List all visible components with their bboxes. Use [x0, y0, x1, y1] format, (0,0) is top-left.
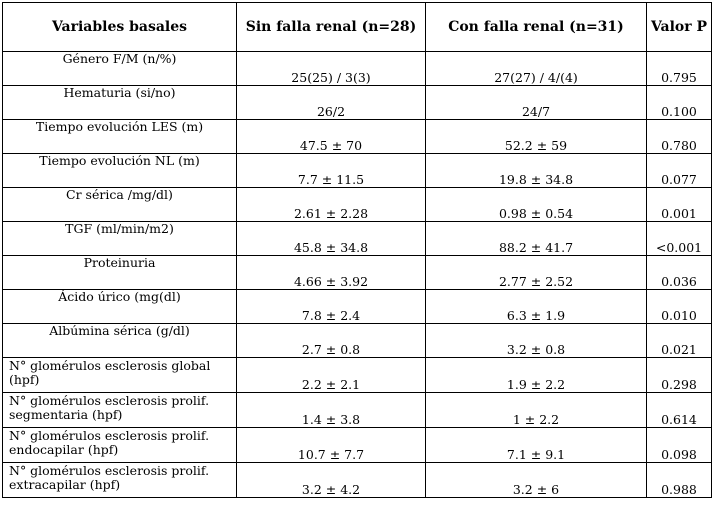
- table-row: Género F/M (n/%) 25(25) / 3(3) 27(27) / …: [2, 51, 712, 86]
- variable-name-cell: Hematuria (si/no): [2, 85, 237, 120]
- without-renal-failure-cell: 47.5 ± 70: [236, 119, 426, 154]
- column-header: Sin falla renal (n=28): [236, 2, 426, 52]
- column-header: Con falla renal (n=31): [425, 2, 647, 52]
- p-value-cell: 0.100: [646, 85, 712, 120]
- table-row: N° glomérulos esclerosis prolif. extraca…: [2, 462, 712, 498]
- table-row: Albúmina sérica (g/dl) 2.7 ± 0.8 3.2 ± 0…: [2, 323, 712, 358]
- p-value-cell: 0.298: [646, 357, 712, 393]
- with-renal-failure-cell: 2.77 ± 2.52: [425, 255, 647, 290]
- with-renal-failure-cell: 1 ± 2.2: [425, 392, 647, 428]
- variable-name-cell: Tiempo evolución NL (m): [2, 153, 237, 188]
- p-value-cell: 0.614: [646, 392, 712, 428]
- without-renal-failure-cell: 7.7 ± 11.5: [236, 153, 426, 188]
- with-renal-failure-cell: 7.1 ± 9.1: [425, 427, 647, 463]
- with-renal-failure-cell: 0.98 ± 0.54: [425, 187, 647, 222]
- column-header: Variables basales: [2, 2, 237, 52]
- table-row: TGF (ml/min/m2) 45.8 ± 34.8 88.2 ± 41.7 …: [2, 221, 712, 256]
- p-value-cell: 0.098: [646, 427, 712, 463]
- variable-name-cell: N° glomérulos esclerosis prolif. extraca…: [2, 462, 237, 498]
- baseline-variables-table: Variables basales Sin falla renal (n=28)…: [2, 2, 712, 498]
- with-renal-failure-cell: 24/7: [425, 85, 647, 120]
- with-renal-failure-cell: 52.2 ± 59: [425, 119, 647, 154]
- p-value-cell: 0.036: [646, 255, 712, 290]
- p-value-cell: 0.010: [646, 289, 712, 324]
- with-renal-failure-cell: 27(27) / 4/(4): [425, 51, 647, 86]
- with-renal-failure-cell: 1.9 ± 2.2: [425, 357, 647, 393]
- p-value-cell: 0.780: [646, 119, 712, 154]
- variable-name-cell: Cr sérica /mg/dl): [2, 187, 237, 222]
- p-value-cell: <0.001: [646, 221, 712, 256]
- table-row: N° glomérulos esclerosis global (hpf) 2.…: [2, 357, 712, 393]
- without-renal-failure-cell: 45.8 ± 34.8: [236, 221, 426, 256]
- p-value-cell: 0.077: [646, 153, 712, 188]
- variable-name-cell: Ácido úrico (mg(dl): [2, 289, 237, 324]
- without-renal-failure-cell: 1.4 ± 3.8: [236, 392, 426, 428]
- table-header-row: Variables basales Sin falla renal (n=28)…: [2, 2, 712, 52]
- p-value-cell: 0.001: [646, 187, 712, 222]
- variable-name-cell: N° glomérulos esclerosis prolif. segment…: [2, 392, 237, 428]
- p-value-cell: 0.021: [646, 323, 712, 358]
- table-row: Tiempo evolución LES (m) 47.5 ± 70 52.2 …: [2, 119, 712, 154]
- table-row: Tiempo evolución NL (m) 7.7 ± 11.5 19.8 …: [2, 153, 712, 188]
- variable-name-cell: Proteinuria: [2, 255, 237, 290]
- with-renal-failure-cell: 19.8 ± 34.8: [425, 153, 647, 188]
- without-renal-failure-cell: 2.7 ± 0.8: [236, 323, 426, 358]
- variable-name-cell: Género F/M (n/%): [2, 51, 237, 86]
- variable-name-cell: N° glomérulos esclerosis prolif. endocap…: [2, 427, 237, 463]
- table-row: Proteinuria 4.66 ± 3.92 2.77 ± 2.52 0.03…: [2, 255, 712, 290]
- variable-name-cell: Albúmina sérica (g/dl): [2, 323, 237, 358]
- without-renal-failure-cell: 7.8 ± 2.4: [236, 289, 426, 324]
- with-renal-failure-cell: 3.2 ± 0.8: [425, 323, 647, 358]
- without-renal-failure-cell: 3.2 ± 4.2: [236, 462, 426, 498]
- without-renal-failure-cell: 4.66 ± 3.92: [236, 255, 426, 290]
- without-renal-failure-cell: 2.2 ± 2.1: [236, 357, 426, 393]
- table-row: Cr sérica /mg/dl) 2.61 ± 2.28 0.98 ± 0.5…: [2, 187, 712, 222]
- variable-name-cell: Tiempo evolución LES (m): [2, 119, 237, 154]
- table-row: N° glomérulos esclerosis prolif. endocap…: [2, 427, 712, 463]
- column-header: Valor P: [646, 2, 712, 52]
- table-row: Ácido úrico (mg(dl) 7.8 ± 2.4 6.3 ± 1.9 …: [2, 289, 712, 324]
- with-renal-failure-cell: 3.2 ± 6: [425, 462, 647, 498]
- table-row: N° glomérulos esclerosis prolif. segment…: [2, 392, 712, 428]
- p-value-cell: 0.988: [646, 462, 712, 498]
- variable-name-cell: N° glomérulos esclerosis global (hpf): [2, 357, 237, 393]
- p-value-cell: 0.795: [646, 51, 712, 86]
- variable-name-cell: TGF (ml/min/m2): [2, 221, 237, 256]
- without-renal-failure-cell: 2.61 ± 2.28: [236, 187, 426, 222]
- with-renal-failure-cell: 6.3 ± 1.9: [425, 289, 647, 324]
- without-renal-failure-cell: 26/2: [236, 85, 426, 120]
- table-row: Hematuria (si/no) 26/2 24/7 0.100: [2, 85, 712, 120]
- without-renal-failure-cell: 10.7 ± 7.7: [236, 427, 426, 463]
- with-renal-failure-cell: 88.2 ± 41.7: [425, 221, 647, 256]
- without-renal-failure-cell: 25(25) / 3(3): [236, 51, 426, 86]
